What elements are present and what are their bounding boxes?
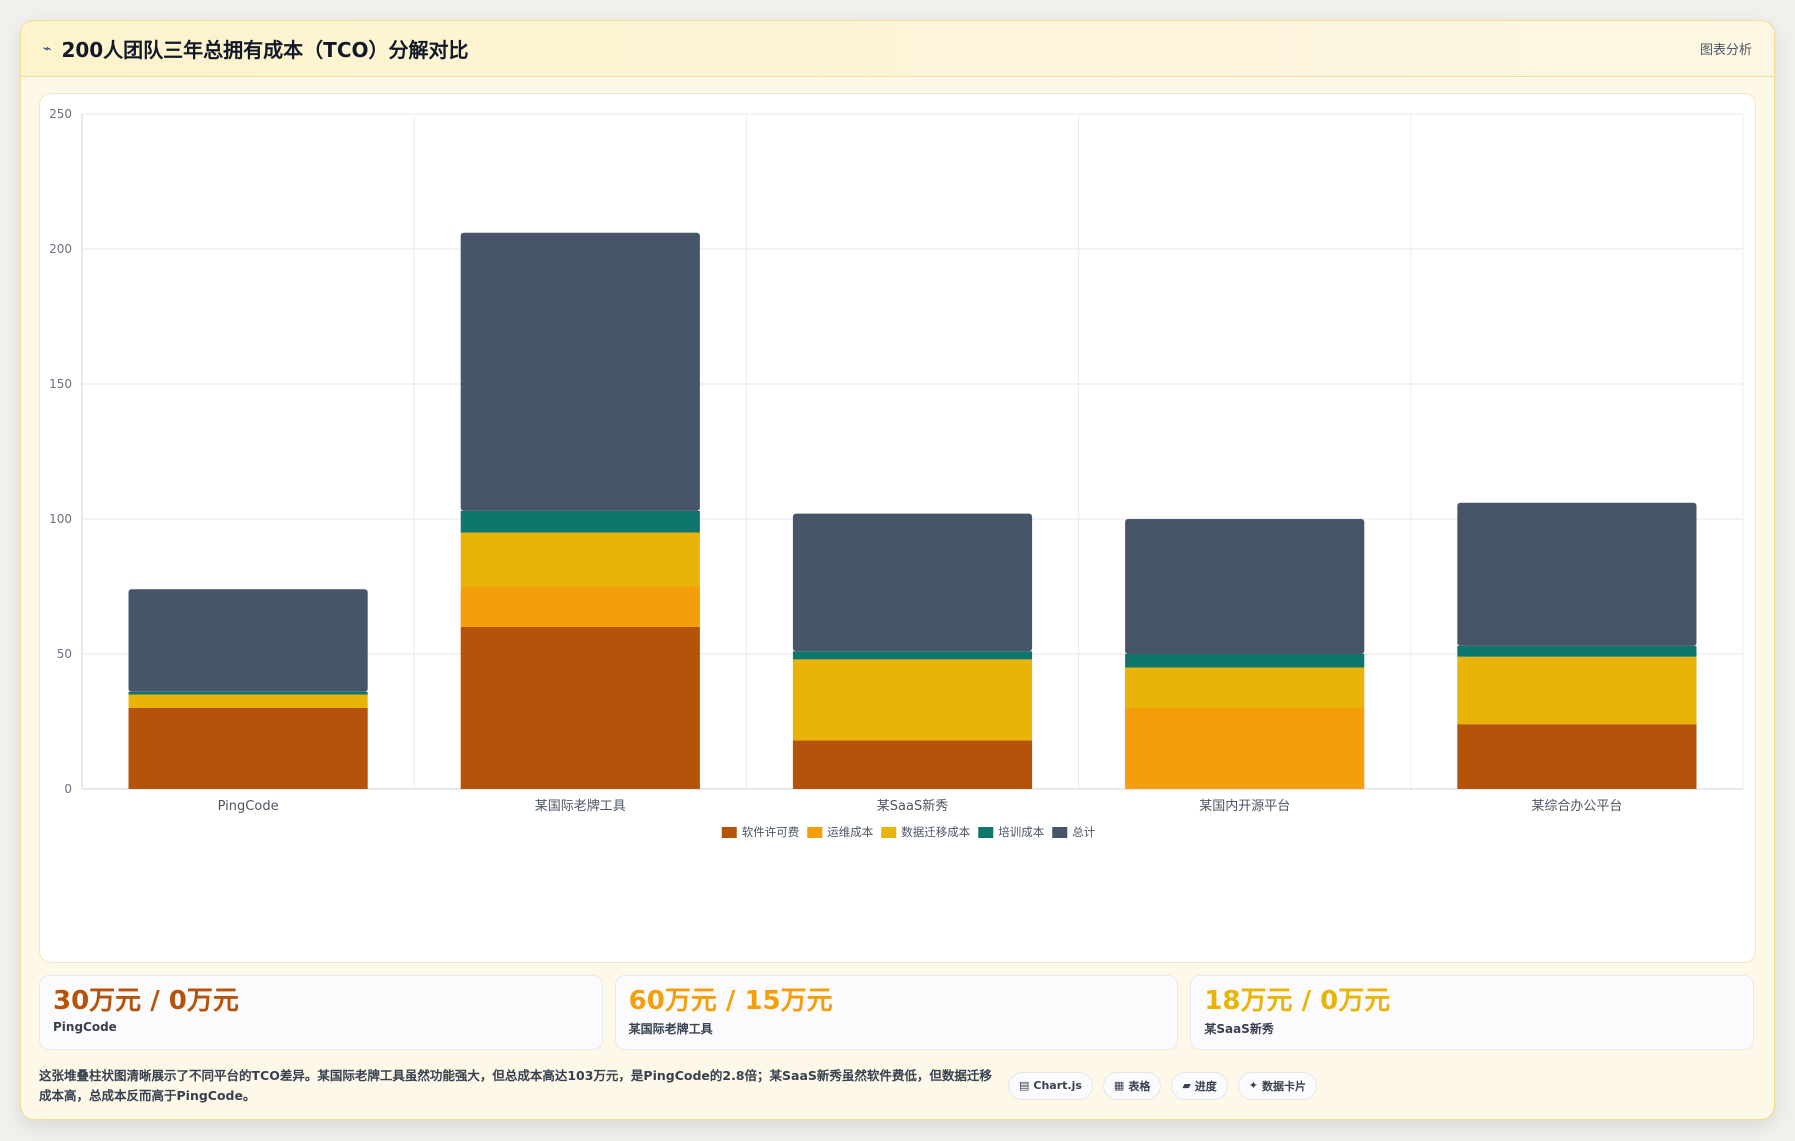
stat-label: 某国际老牌工具	[628, 1022, 713, 1036]
stat-label: 某SaaS新秀	[1204, 1022, 1274, 1036]
y-tick-label: 150	[49, 377, 72, 391]
x-tick-label: PingCode	[218, 799, 279, 814]
bar-segment	[1125, 519, 1365, 654]
progress-icon: ▰	[1182, 1079, 1191, 1092]
bar-segment	[792, 651, 1033, 660]
bar-segment	[1125, 654, 1365, 668]
legend-label: 培训成本	[998, 825, 1044, 839]
stat-card: 60万元 / 15万元 某国际老牌工具	[614, 975, 1179, 1050]
bar-segment	[460, 627, 700, 789]
stat-value: 30万元 / 0万元	[53, 986, 239, 1016]
bar-segment	[1457, 645, 1697, 657]
x-tick-label: 某综合办公平台	[1531, 799, 1622, 814]
legend-swatch	[1052, 827, 1068, 838]
sparkle-icon: ✦	[1248, 1079, 1259, 1092]
chart-icon: ▤	[1019, 1079, 1030, 1092]
bar-segment	[792, 513, 1033, 652]
bar-segment	[128, 694, 368, 708]
footer: 这张堆叠柱状图清晰展示了不同平台的TCO差异。某国际老牌工具虽然功能强大，但总成…	[39, 1063, 1754, 1108]
stacked-bar-chart: 0 50 100 150 200 250 PingCode 某国际老牌工具 某SaaS新秀 某国内…	[49, 107, 1744, 839]
legend-swatch	[807, 827, 823, 838]
chip-chartjs[interactable]: ▤ Chart.js	[1008, 1071, 1093, 1100]
legend-label: 数据迁移成本	[901, 825, 970, 839]
stat-value: 18万元 / 0万元	[1204, 986, 1391, 1016]
chip-label: 数据卡片	[1262, 1079, 1307, 1093]
chart-panel: 0 50 100 150 200 250 PingCode 某国际老牌工具 某SaaS新秀 某国内…	[39, 93, 1756, 963]
card-header: ⌁ 200人团队三年总拥有成本（TCO）分解对比 图表分析	[21, 21, 1774, 77]
legend-label: 运维成本	[827, 825, 873, 839]
bar-segment	[460, 532, 700, 587]
legend-swatch	[721, 827, 737, 838]
chart-description: 这张堆叠柱状图清晰展示了不同平台的TCO差异。某国际老牌工具虽然功能强大，但总成…	[39, 1067, 992, 1103]
trend-icon: ⌁	[43, 40, 52, 57]
legend-label: 软件许可费	[742, 825, 800, 839]
y-tick-label: 250	[49, 107, 72, 121]
y-tick-label: 50	[57, 647, 72, 661]
table-icon: ▦	[1113, 1079, 1125, 1092]
bar-segment	[1457, 724, 1697, 789]
x-tick-label: 某国际老牌工具	[535, 798, 626, 814]
bar-segment	[460, 586, 700, 627]
chip-table[interactable]: ▦ 表格	[1102, 1071, 1162, 1100]
page-title: 200人团队三年总拥有成本（TCO）分解对比	[61, 38, 469, 62]
x-tick-label: 某国内开源平台	[1199, 798, 1290, 814]
bar-segment	[128, 708, 368, 789]
y-tick-label: 200	[49, 242, 72, 256]
y-tick-label: 100	[49, 512, 72, 526]
bar-segment	[1457, 502, 1697, 646]
view-chips: ▤ Chart.js ▦ 表格 ▰ 进度 ✦ 数据卡片	[1008, 1071, 1318, 1100]
chip-data-card[interactable]: ✦ 数据卡片	[1237, 1071, 1318, 1100]
chip-progress[interactable]: ▰ 进度	[1171, 1071, 1228, 1100]
chart-card: ⌁ 200人团队三年总拥有成本（TCO）分解对比 图表分析 0 50 100 150 2…	[20, 20, 1775, 1120]
stat-card: 30万元 / 0万元 PingCode	[39, 975, 603, 1050]
stat-card: 18万元 / 0万元 某SaaS新秀	[1190, 975, 1755, 1050]
chip-label: Chart.js	[1033, 1079, 1082, 1092]
chip-label: 进度	[1194, 1079, 1217, 1093]
legend-swatch	[978, 827, 994, 838]
chart-analysis-button[interactable]: 图表分析	[1699, 43, 1752, 58]
legend-label: 总计	[1072, 825, 1095, 839]
bar-segment	[792, 740, 1033, 789]
legend-swatch	[881, 827, 897, 838]
bar-segment	[460, 232, 700, 511]
title-group: ⌁ 200人团队三年总拥有成本（TCO）分解对比	[43, 34, 469, 63]
stat-cards: 30万元 / 0万元 PingCode 60万元 / 15万元 某国际老牌工具 …	[39, 975, 1755, 1050]
bar-segment	[1125, 708, 1365, 789]
bar-segment	[128, 589, 368, 692]
bar-segment	[128, 691, 368, 695]
chip-label: 表格	[1128, 1079, 1151, 1093]
bar-segment	[460, 510, 700, 533]
stat-label: PingCode	[53, 1020, 117, 1034]
bar-segment	[1125, 667, 1365, 708]
stat-value: 60万元 / 15万元	[628, 986, 833, 1016]
x-tick-label: 某SaaS新秀	[877, 798, 948, 814]
bar-segment	[792, 659, 1033, 741]
y-tick-label: 0	[64, 782, 72, 796]
bar-segment	[1457, 656, 1697, 725]
